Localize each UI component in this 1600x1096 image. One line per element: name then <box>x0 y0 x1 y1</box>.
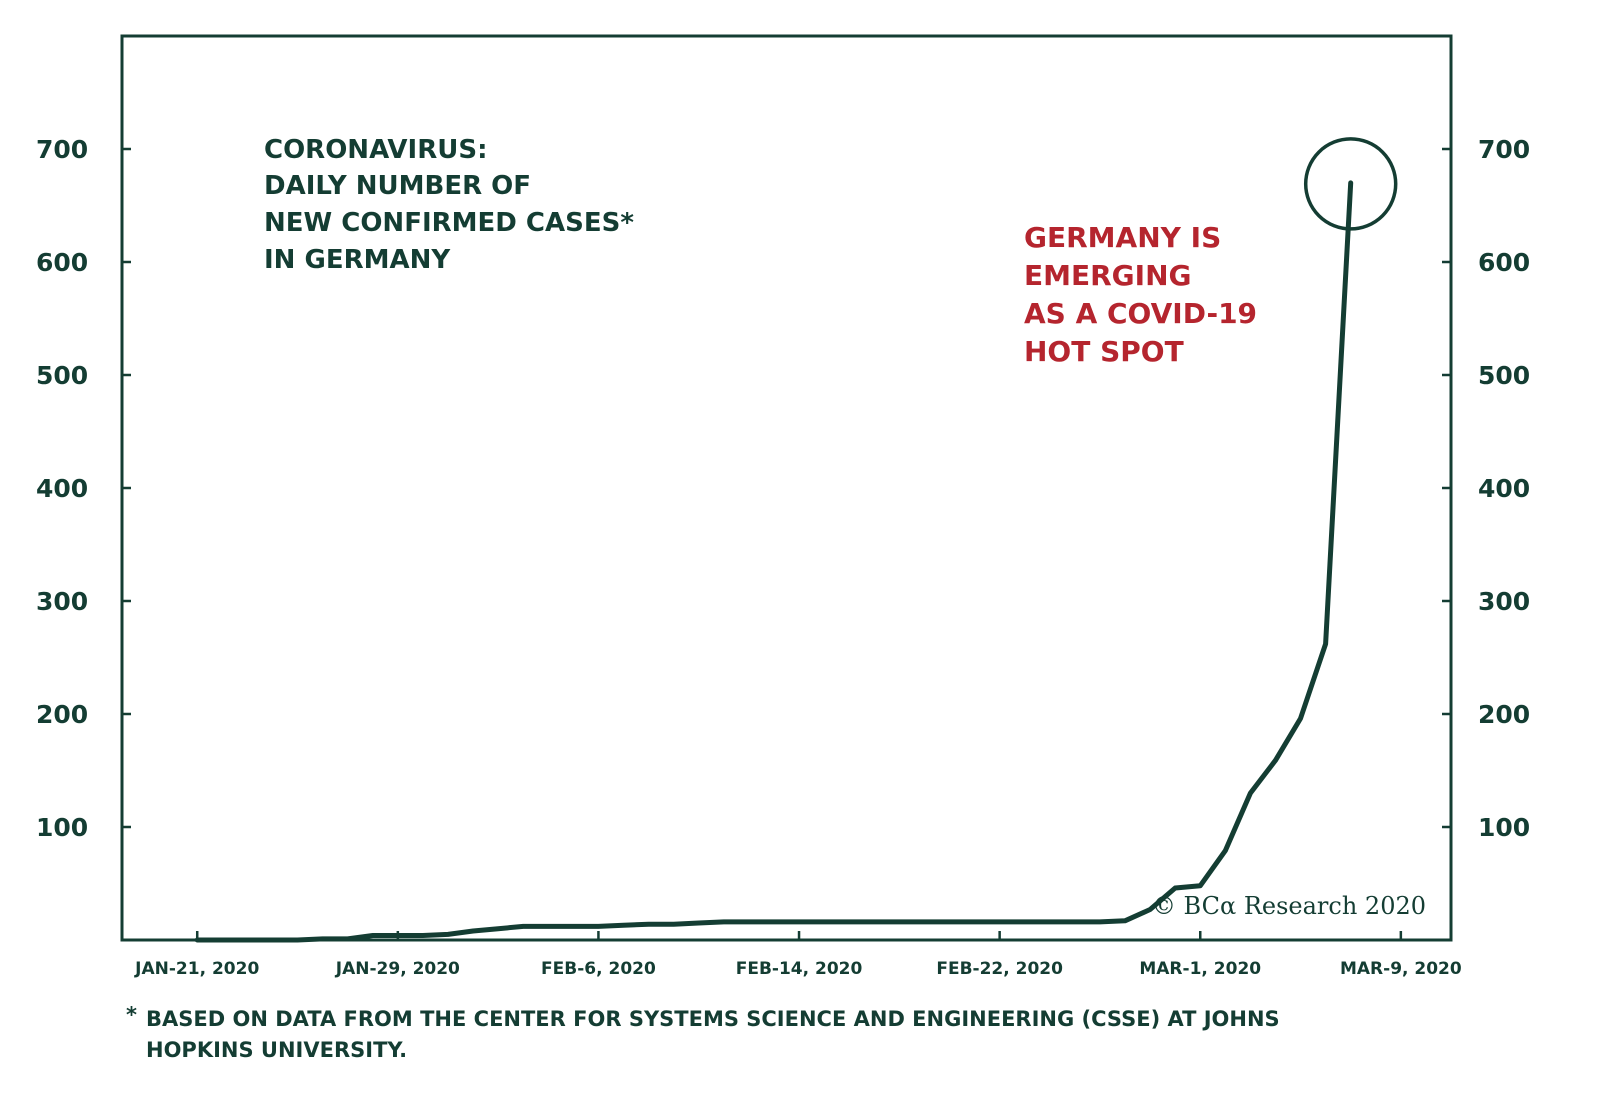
y-tick-label-left: 200 <box>36 700 88 729</box>
footnote-marker: * <box>126 1003 137 1027</box>
y-tick-label-left: 700 <box>36 135 88 164</box>
x-tick-label: MAR-1, 2020 <box>1139 959 1261 979</box>
title-line: NEW CONFIRMED CASES* <box>264 208 634 238</box>
x-axis: JAN-21, 2020 JAN-29, 2020 FEB-6, 2020 FEB-1… <box>134 931 1462 979</box>
annotation-line: AS A COVID-19 <box>1024 297 1257 330</box>
copyright-credit: © BCα Research 2020 <box>1152 892 1426 920</box>
y-tick-label-left: 400 <box>36 474 88 503</box>
footnote-line: BASED ON DATA FROM THE CENTER FOR SYSTEM… <box>146 1007 1280 1031</box>
footnote-line: HOPKINS UNIVERSITY. <box>146 1038 407 1062</box>
y-axis-right: 100 200 300 400 500 600 700 <box>1442 135 1530 842</box>
footnote: * BASED ON DATA FROM THE CENTER FOR SYST… <box>126 1003 1280 1062</box>
x-tick-label: FEB-22, 2020 <box>936 959 1063 979</box>
y-tick-label-right: 600 <box>1478 248 1530 277</box>
y-tick-label-right: 700 <box>1478 135 1530 164</box>
series-line-germany-daily-cases <box>194 180 1354 943</box>
annotation-line: GERMANY IS <box>1024 221 1221 254</box>
hotspot-circle <box>1303 137 1398 231</box>
y-tick-label-right: 500 <box>1478 361 1530 390</box>
chart-title: CORONAVIRUS: DAILY NUMBER OF NEW CONFIRM… <box>264 135 634 275</box>
title-line: IN GERMANY <box>264 245 451 275</box>
hotspot-annotation: GERMANY IS EMERGING AS A COVID-19 HOT SP… <box>1024 221 1257 368</box>
y-tick-label-left: 500 <box>36 361 88 390</box>
x-tick-label: MAR-9, 2020 <box>1340 959 1462 979</box>
y-tick-label-left: 300 <box>36 587 88 616</box>
y-tick-label-right: 200 <box>1478 700 1530 729</box>
y-tick-label-left: 600 <box>36 248 88 277</box>
title-line: CORONAVIRUS: <box>264 135 487 165</box>
x-tick-label: JAN-21, 2020 <box>134 959 259 979</box>
annotation-line: EMERGING <box>1024 259 1192 292</box>
annotation-line: HOT SPOT <box>1024 335 1184 368</box>
y-tick-label-right: 400 <box>1478 474 1530 503</box>
y-tick-label-right: 100 <box>1478 813 1530 842</box>
title-line: DAILY NUMBER OF <box>264 171 531 201</box>
x-tick-label: FEB-6, 2020 <box>541 959 656 979</box>
y-axis-left: 100 200 300 400 500 600 700 <box>36 135 131 842</box>
y-tick-label-left: 100 <box>36 813 88 842</box>
x-tick-label: FEB-14, 2020 <box>736 959 863 979</box>
y-tick-label-right: 300 <box>1478 587 1530 616</box>
x-tick-label: JAN-29, 2020 <box>335 959 460 979</box>
